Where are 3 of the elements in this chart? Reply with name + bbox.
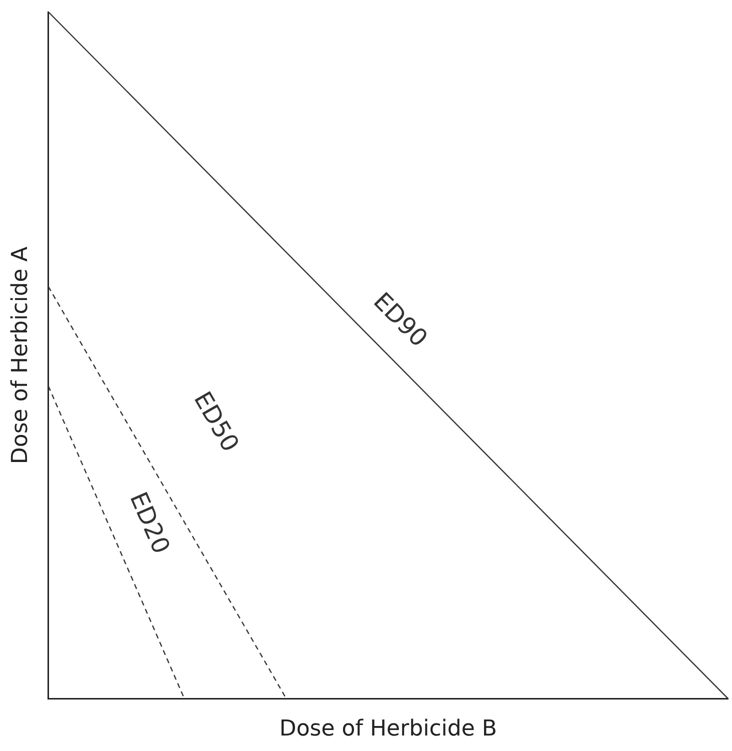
y-axis-title: Dose of Herbicide A: [8, 246, 33, 464]
text: ED20: [124, 488, 176, 558]
x-axis-title: Dose of Herbicide B: [279, 716, 497, 742]
